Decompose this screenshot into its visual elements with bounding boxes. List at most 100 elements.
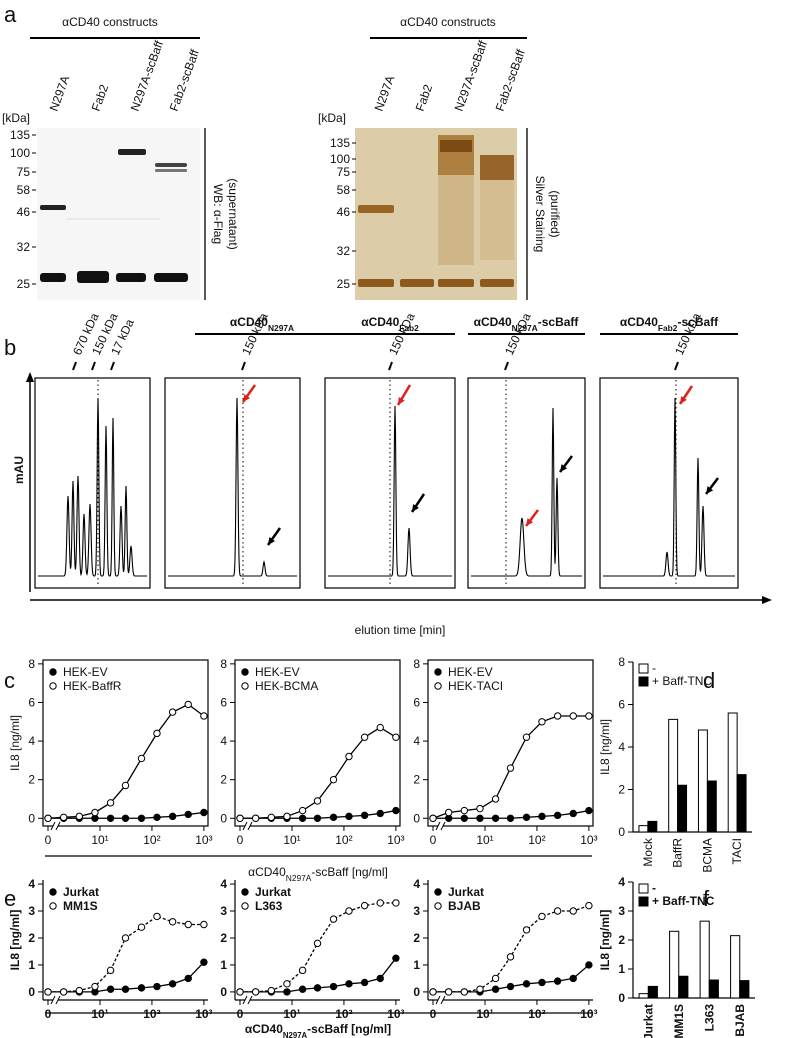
bar [708,979,719,999]
data-point [298,814,307,822]
data-point [75,986,84,995]
data-point [329,813,338,822]
legend-marker [434,902,442,910]
bar [727,712,738,833]
x-tick-label: MM1S [672,1004,686,1038]
data-point [298,966,307,975]
data-point [91,808,99,817]
data-point [376,974,384,983]
bar [699,920,710,999]
axis-break [435,821,441,831]
data-point [569,974,577,983]
chromatogram-frames [34,377,739,589]
legend-marker [434,682,442,690]
legend-marker [49,668,57,676]
data-point [460,988,469,996]
marker-label: 100 [330,152,350,166]
y-tick-label: 4 [220,734,227,748]
data-point [75,812,84,821]
data-point [538,718,546,726]
standard-dash [72,361,77,371]
data-point [184,810,192,819]
data-point [585,806,593,815]
bar [638,825,649,833]
data-point [298,806,307,815]
y-tick-label: 4 [220,877,227,891]
lane-label: Fab2-scBaff [167,47,202,113]
y-tick-label: 2 [413,773,420,787]
label-rest: -scBaff [538,315,580,329]
y-tick-label: 0 [413,985,420,999]
data-point [553,712,562,720]
chromatogram-trace [38,397,147,577]
marker-label: 25 [17,277,31,291]
y-tick-label: 0 [618,825,625,839]
x-tick-label: 0 [430,1007,437,1021]
y-axis-label: IL8 [ng/ml] [8,715,22,771]
data-point [585,901,593,910]
y-tick-label: 2 [28,931,35,945]
y-tick-label: 2 [220,931,227,945]
data-point [538,812,546,821]
data-point [106,966,115,975]
label-rest: -scBaff [ng/ml] [307,1022,391,1036]
data-point [137,754,146,763]
marker-label: 32 [17,240,31,254]
data-point [360,733,369,741]
x-tick-label: TACI [730,838,744,864]
data-point [476,804,484,813]
bar [647,985,658,999]
side-label: Silver Staining [533,176,547,253]
y-axis-label: IL8 [ng/ml] [8,910,22,971]
panel-label: c [4,668,15,693]
data-point [168,980,177,988]
bar [638,993,649,999]
x-tick-label: 10¹ [283,1007,300,1021]
x-tick-label: 10² [528,833,545,847]
legend-marker [638,883,649,894]
chart: 0 2 4 6 8 IL8 [ng/ml] Mock BaffR BCMA TACI -+ Baff… [598,655,752,873]
label: αCD40Fab2 [361,315,419,333]
axis-label: elution time [min] [355,623,446,637]
legend-marker [434,668,442,676]
data-point [184,920,192,929]
data-point [569,809,577,818]
y-tick-label: 6 [28,695,35,709]
arrowhead [560,464,568,472]
y-tick-label: 8 [28,657,35,671]
data-point [283,980,291,988]
y-axis-label: IL8 [ng/ml] [598,910,612,971]
data-point [553,907,562,915]
data-point [429,988,437,996]
panel-label: e [4,886,16,911]
label-sub: N297A [286,873,312,883]
data-point [121,814,130,822]
x-tick-label: 10³ [387,833,404,847]
y-tick-label: 0 [28,985,35,999]
bar [668,718,679,833]
x-tick-label: 0 [45,833,52,847]
data-point [522,733,531,741]
legend-marker [241,668,249,676]
data-point [251,988,260,996]
series-line [240,902,396,993]
axis-break [440,821,446,831]
axis-break [435,995,441,1005]
data-point [506,814,515,822]
label-sub: Fab2 [399,323,419,333]
data-point [491,814,500,822]
data-point [59,988,68,996]
data-point [168,812,177,821]
label-sub: N297A [268,323,294,333]
data-point [121,934,130,942]
marker-label: 75 [17,165,31,179]
y-tick-label: 1 [28,958,35,972]
data-point [267,986,276,995]
chromatogram-trace [471,407,582,577]
plot-frame [42,659,209,827]
y-tick-label: 3 [413,904,420,918]
y-tick-label: 6 [413,695,420,709]
y-tick-label: 4 [413,877,420,891]
lane-label: N297A-scBaff [452,38,491,113]
